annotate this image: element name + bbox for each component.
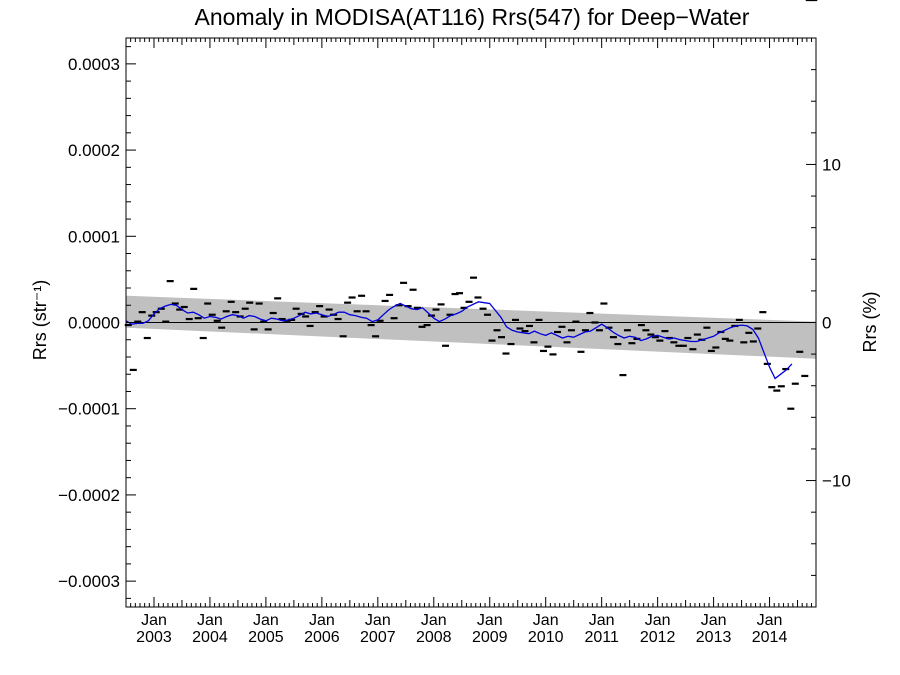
x-tick-label-year: 2009 [472, 629, 508, 646]
x-tick-label-month: Jan [141, 612, 167, 629]
x-tick-label-year: 2003 [136, 629, 172, 646]
x-tick-label-year: 2013 [696, 629, 732, 646]
left-y-axis: 0.0003 0.0002 0.0001 0.0000 −0.0001 −0.0002 −0… [58, 46, 136, 599]
x-tick-label-year: 2007 [360, 629, 396, 646]
x-tick-label-year: 2010 [528, 629, 564, 646]
running-mean-line [125, 301, 793, 380]
left-tick-label: 0.0002 [68, 141, 120, 160]
right-y-axis-label: Rrs (%) [860, 292, 880, 353]
right-tick-label: 0 [822, 314, 831, 333]
chart-title: Anomaly in MODISA(AT116) Rrs(547) for De… [195, 4, 750, 30]
x-tick-label-month: Jan [589, 612, 615, 629]
x-tick-label-month: Jan [701, 612, 727, 629]
x-tick-label-year: 2014 [752, 629, 788, 646]
left-tick-label: 0.0001 [68, 227, 120, 246]
right-tick-label: 10 [822, 155, 841, 174]
x-tick-label-month: Jan [477, 612, 503, 629]
left-tick-label: 0.0003 [68, 55, 120, 74]
x-tick-label-year: 2012 [640, 629, 676, 646]
trend-confidence-band [126, 295, 816, 359]
plot-area [124, 0, 818, 410]
right-y-axis: 10 0 −10 [806, 69, 851, 576]
x-tick-label-year: 2011 [584, 629, 619, 646]
x-tick-label-month: Jan [309, 612, 335, 629]
x-tick-label-month: Jan [253, 612, 279, 629]
x-tick-label-year: 2006 [304, 629, 340, 646]
x-tick-label-month: Jan [197, 612, 223, 629]
x-tick-label-month: Jan [533, 612, 559, 629]
x-tick-label-month: Jan [365, 612, 391, 629]
right-tick-label: −10 [822, 472, 851, 491]
x-tick-label-month: Jan [421, 612, 447, 629]
left-tick-label: −0.0001 [58, 400, 120, 419]
x-tick-label-year: 2005 [248, 629, 284, 646]
x-axis: Jan2003Jan2004Jan2005Jan2006Jan2007Jan20… [125, 38, 813, 646]
left-tick-label: −0.0003 [58, 572, 120, 591]
x-tick-label-month: Jan [645, 612, 671, 629]
left-tick-label: −0.0002 [58, 486, 120, 505]
left-y-axis-label: Rrs (str⁻¹) [30, 280, 50, 360]
x-tick-label-year: 2004 [192, 629, 228, 646]
x-tick-label-month: Jan [757, 612, 783, 629]
left-tick-label: 0.0000 [68, 314, 120, 333]
x-tick-label-year: 2008 [416, 629, 452, 646]
monthly-anomaly-points [124, 0, 818, 410]
